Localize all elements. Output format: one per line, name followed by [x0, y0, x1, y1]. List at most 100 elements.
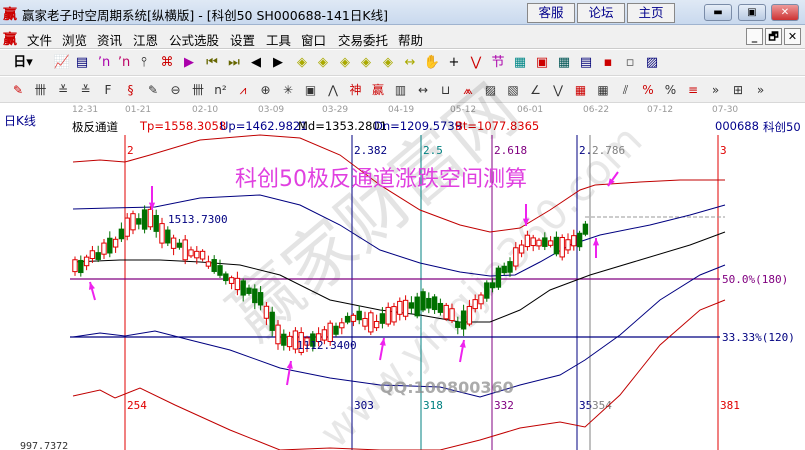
candle-down: [211, 259, 217, 272]
parallel-icon[interactable]: ⫽: [622, 83, 629, 97]
print-icon[interactable]: ▨: [645, 55, 659, 70]
wave9-icon[interactable]: ʼn: [117, 55, 131, 70]
diamond-icon[interactable]: ▨: [484, 83, 497, 97]
right-icon[interactable]: ▶: [273, 55, 283, 70]
calculator-icon[interactable]: ▦: [557, 55, 571, 70]
gold-icon[interactable]: ≚: [57, 83, 69, 97]
arrow-lr-icon[interactable]: ◈: [340, 55, 350, 70]
candle-down: [484, 282, 490, 299]
save-icon[interactable]: ▪: [603, 55, 613, 70]
star-icon[interactable]: ✳: [282, 83, 294, 97]
expand-icon[interactable]: ◈: [361, 55, 371, 70]
percent-icon[interactable]: %: [664, 83, 677, 97]
more2-icon[interactable]: »: [756, 83, 765, 97]
gridbox2-icon[interactable]: ▦: [597, 83, 609, 97]
wave3-icon[interactable]: ʼn: [97, 55, 111, 70]
more-icon[interactable]: »: [711, 83, 720, 97]
candle-down: [431, 296, 438, 311]
candle-down: [223, 273, 229, 282]
ying-icon[interactable]: 赢: [371, 83, 384, 97]
percent-red-icon[interactable]: %: [642, 83, 654, 97]
candle-icon[interactable]: ⫯: [141, 55, 147, 70]
chart-headline: 科创50极反通道涨跌空间测算: [235, 167, 527, 192]
menu-trade[interactable]: 交易委托: [338, 33, 389, 48]
wave-icon[interactable]: ⋀: [328, 83, 338, 97]
collapse-icon[interactable]: ◈: [383, 55, 393, 70]
line-icon[interactable]: ⋁: [470, 55, 482, 70]
menu-browse[interactable]: 浏览: [62, 33, 88, 48]
bt-value: Bt=1077.8365: [455, 119, 540, 133]
hand-icon[interactable]: ✋: [423, 55, 441, 70]
menu-help[interactable]: 帮助: [398, 33, 424, 48]
cycle-icon[interactable]: ⌘: [160, 55, 174, 70]
circle-icon[interactable]: ⊖: [170, 83, 181, 97]
percent-lines-icon[interactable]: ≡: [687, 83, 699, 97]
menu-tools[interactable]: 工具: [266, 33, 292, 48]
candle-up: [101, 242, 107, 255]
ruler-icon[interactable]: ▥: [394, 83, 407, 97]
customer-service-button[interactable]: 客服: [527, 3, 575, 23]
forum-button[interactable]: 论坛: [577, 3, 625, 23]
candle-down: [426, 297, 432, 309]
last-icon[interactable]: ⏭: [228, 55, 240, 70]
left-icon[interactable]: ◀: [251, 55, 261, 70]
target-icon[interactable]: ⊕: [260, 83, 271, 97]
date-tick: 06-22: [583, 105, 610, 115]
menu-news[interactable]: 资讯: [97, 33, 123, 48]
ticks-icon[interactable]: 卌: [191, 83, 204, 97]
spiral-icon[interactable]: §: [127, 83, 134, 97]
minimize-button[interactable]: ▬: [704, 4, 732, 21]
gold2-icon[interactable]: ≚: [80, 83, 91, 97]
zoom-icon[interactable]: ↔: [404, 55, 416, 70]
zigzag-icon[interactable]: ⋁: [553, 83, 563, 97]
highlight-arrow-icon: [379, 337, 386, 361]
gann-icon[interactable]: ▧: [507, 83, 519, 97]
menu-settings[interactable]: 设置: [230, 33, 256, 48]
angle2-icon[interactable]: ∠: [530, 83, 541, 97]
candle-up: [286, 335, 293, 348]
mdi-minimize-button[interactable]: _: [746, 28, 763, 45]
candle-up: [234, 277, 241, 291]
candle-up: [72, 259, 78, 273]
candle-up: [385, 306, 391, 325]
grid-icon[interactable]: ▦: [513, 55, 527, 70]
menu-window[interactable]: 窗口: [301, 33, 327, 48]
square-icon[interactable]: ▣: [304, 83, 317, 97]
pen-icon[interactable]: ✎: [12, 83, 24, 97]
fan-icon[interactable]: ⩕: [463, 83, 473, 97]
lines-icon[interactable]: 卌: [34, 83, 47, 97]
report-icon[interactable]: ▤: [579, 55, 593, 70]
chart-icon[interactable]: 📈: [53, 55, 71, 70]
eraser-icon[interactable]: ✎: [147, 83, 159, 97]
angle-icon[interactable]: ⩘: [239, 83, 247, 97]
network-icon[interactable]: ▫: [625, 55, 635, 70]
candle-down: [576, 232, 583, 248]
candle-down: [437, 302, 444, 313]
maximize-button[interactable]: ▣: [738, 4, 766, 21]
span-icon[interactable]: ↔: [417, 83, 429, 97]
arrow-right-icon[interactable]: ◈: [318, 55, 328, 70]
calendar-icon[interactable]: ▣: [535, 55, 549, 70]
mdi-close-button[interactable]: ✕: [784, 28, 801, 45]
node-icon[interactable]: 节: [491, 55, 505, 70]
n2-icon[interactable]: n²: [214, 83, 227, 97]
close-button[interactable]: ✕: [771, 4, 799, 21]
homepage-button[interactable]: 主页: [627, 3, 675, 23]
table-icon[interactable]: ⊞: [732, 83, 744, 97]
crosshair-icon[interactable]: +: [448, 55, 460, 70]
shen-icon[interactable]: 神: [349, 83, 362, 97]
cycle-ratio-label: 3: [720, 144, 727, 157]
box-icon[interactable]: ⊔: [440, 83, 451, 97]
menu-gann[interactable]: 江恩: [133, 33, 159, 48]
flag-icon[interactable]: ▶: [184, 55, 194, 70]
menu-file[interactable]: 文件: [27, 33, 53, 48]
first-icon[interactable]: ⏮: [206, 55, 218, 70]
date-tick: 04-19: [388, 105, 415, 115]
mdi-restore-button[interactable]: 🗗: [765, 28, 782, 45]
notes-icon[interactable]: ▤: [75, 55, 89, 70]
fib-icon[interactable]: F: [104, 83, 112, 97]
gridbox-icon[interactable]: ▦: [574, 83, 587, 97]
menu-formula[interactable]: 公式选股: [169, 33, 220, 48]
period-dropdown[interactable]: 日▾: [13, 55, 33, 70]
arrow-left-icon[interactable]: ◈: [297, 55, 307, 70]
